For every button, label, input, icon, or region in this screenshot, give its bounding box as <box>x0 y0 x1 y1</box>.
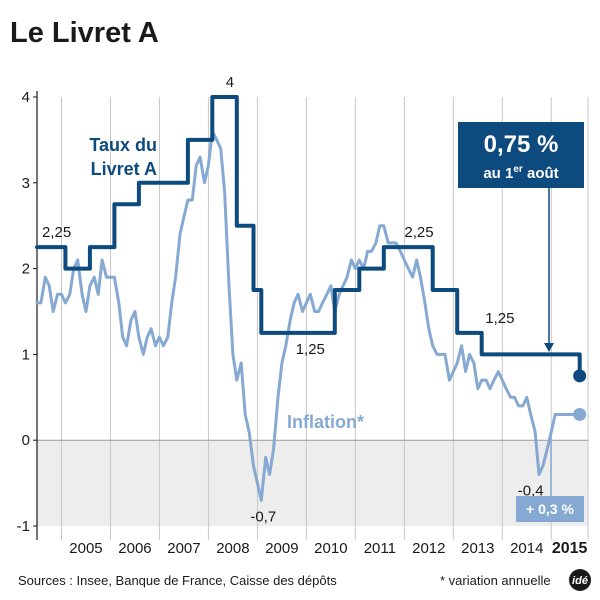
series-label-inflation: Inflation* <box>287 412 364 432</box>
y-tick-label: 4 <box>22 89 30 106</box>
logo: idé <box>569 569 591 591</box>
y-tick-label: 3 <box>22 175 30 192</box>
x-tick-label: 2005 <box>69 540 102 557</box>
data-label: 1,25 <box>485 310 514 327</box>
rate-step-line <box>35 95 582 378</box>
x-tick-label: 2014 <box>510 540 543 557</box>
series-label-rate: Taux du Livret A <box>89 135 157 179</box>
data-label: 2,25 <box>404 224 433 241</box>
inflation-line-end-marker <box>573 407 587 421</box>
rate-callout: 0,75 % au 1er août <box>458 122 584 188</box>
negative-zone-band <box>37 440 588 526</box>
x-axis: 2005 2006 2007 2008 2009 2010 2011 2012 2013 2014… <box>69 540 587 557</box>
chart-title: Le Livret A <box>10 17 159 49</box>
rate-callout-date-prefix: au 1 <box>483 165 513 182</box>
inflation-callout: + 0,3 % <box>516 496 584 522</box>
logo-text: idé <box>572 575 588 587</box>
inflation-callout-box <box>516 496 584 522</box>
logo-circle <box>569 569 591 591</box>
x-tick-label: 2009 <box>265 540 298 557</box>
inflation-line <box>35 129 582 502</box>
rate-callout-value: 0,75 % <box>484 131 559 158</box>
footnote-text: * variation annuelle <box>440 573 551 588</box>
data-label: 4 <box>226 74 234 91</box>
data-label: 1,25 <box>296 341 325 358</box>
rate-callout-date-suffix: août <box>523 165 559 182</box>
series-label-rate-line: Taux du <box>89 135 157 155</box>
x-tick-label: 2006 <box>118 540 151 557</box>
rate-callout-arrowhead <box>544 343 554 352</box>
series-label-rate-line: Livret A <box>91 159 157 179</box>
data-label: -0,4 <box>518 483 544 500</box>
rate-callout-box <box>458 122 584 188</box>
inflation-callout-value: + 0,3 % <box>526 501 574 517</box>
x-tick-label: 2012 <box>412 540 445 557</box>
x-tick-label: 2010 <box>314 540 347 557</box>
y-tick-label: -1 <box>17 518 30 535</box>
x-tick-label: 2013 <box>461 540 494 557</box>
x-tick-label: 2015 <box>552 540 588 557</box>
x-tick-label: 2007 <box>167 540 200 557</box>
rate-step-line-end-marker <box>573 369 587 383</box>
x-tick-label: 2008 <box>216 540 249 557</box>
y-tick-label: 1 <box>22 346 30 363</box>
rate-callout-date: au 1er août <box>483 164 558 182</box>
data-label: -0,7 <box>250 508 276 525</box>
y-axis: -1 0 1 2 3 4 <box>17 89 38 540</box>
y-tick-label: 2 <box>22 261 30 278</box>
y-tick-label: 0 <box>22 432 30 449</box>
sources-text: Sources : Insee, Banque de France, Caiss… <box>18 573 337 588</box>
data-labels: 2,25 4 -0,7 1,25 2,25 1,25 -0,4 <box>42 74 544 525</box>
data-label: 2,25 <box>42 224 71 241</box>
rate-callout-date-sup: er <box>513 164 523 175</box>
series-lines <box>35 95 587 502</box>
series-labels: Taux du Livret A Inflation* <box>89 135 364 432</box>
x-tick-label: 2011 <box>364 540 396 557</box>
